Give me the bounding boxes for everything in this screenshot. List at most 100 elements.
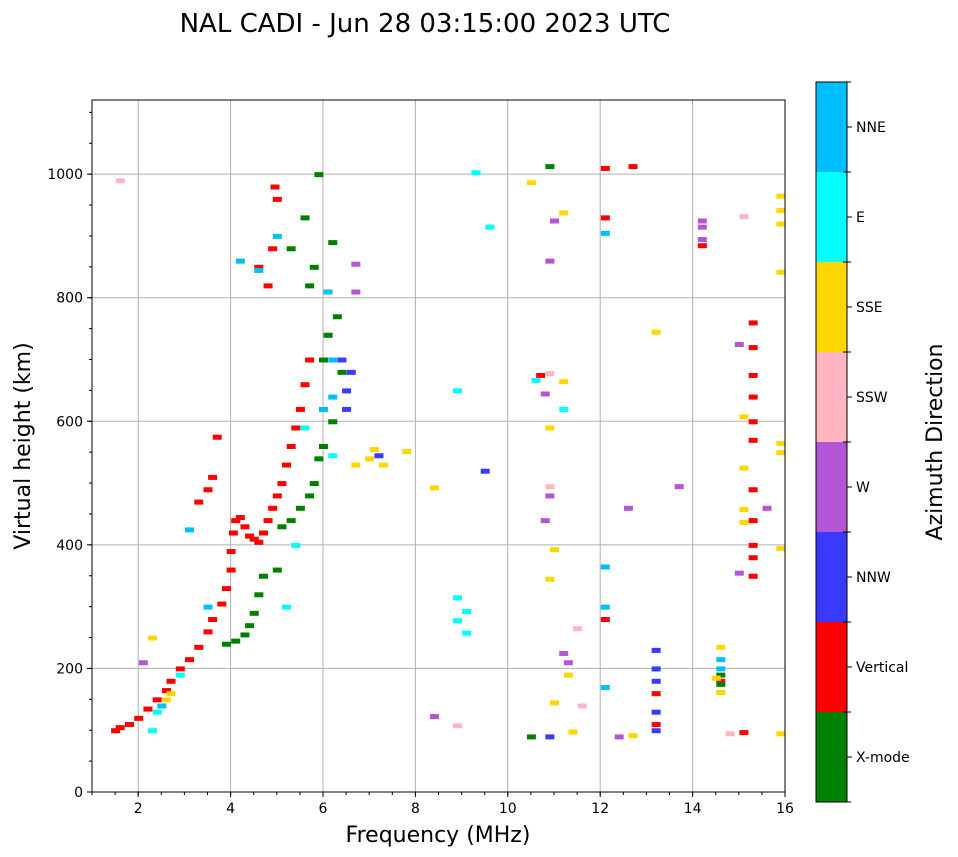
data-point-nne: [272, 233, 282, 239]
data-point-vertical: [221, 586, 231, 592]
data-point-e: [559, 406, 569, 412]
data-point-sse: [776, 440, 786, 446]
y-tick-label: 400: [56, 538, 83, 554]
data-point-x-mode: [526, 734, 536, 740]
data-point-nnw: [651, 728, 661, 734]
data-point-vertical: [748, 394, 758, 400]
colorbar-tick-label: W: [856, 480, 870, 496]
data-point-w: [351, 261, 361, 267]
data-point-x-mode: [545, 164, 555, 170]
data-point-sse: [739, 465, 749, 471]
data-point-e: [485, 224, 495, 230]
x-tick-label: 14: [684, 801, 702, 817]
colorbar-segment: [816, 712, 847, 802]
colorbar-tick-label: X-mode: [856, 750, 910, 766]
data-point-x-mode: [716, 681, 726, 687]
data-point-vertical: [254, 539, 264, 545]
data-point-x-mode: [272, 567, 282, 573]
data-point-e: [282, 604, 292, 610]
data-point-vertical: [716, 678, 726, 684]
data-point-x-mode: [305, 283, 315, 289]
data-point-sse: [351, 462, 361, 468]
data-point-vertical: [748, 487, 758, 493]
data-point-x-mode: [309, 481, 319, 487]
data-point-sse: [776, 207, 786, 213]
data-point-vertical: [277, 481, 287, 487]
data-point-nnw: [651, 647, 661, 653]
data-point-x-mode: [305, 493, 315, 499]
colorbar-segment: [816, 352, 847, 442]
data-point-w: [545, 493, 555, 499]
plot-frame: [91, 99, 786, 793]
data-point-vertical: [111, 728, 121, 734]
data-point-vertical: [536, 372, 546, 378]
data-point-vertical: [235, 515, 245, 521]
data-point-ssw: [725, 731, 735, 737]
data-point-sse: [379, 462, 389, 468]
data-point-e: [462, 608, 472, 614]
colorbar-legend: X-mode Vertical NNW W SSW SSE E NNE: [815, 81, 910, 803]
data-point-sse: [526, 180, 536, 186]
data-point-x-mode: [245, 623, 255, 629]
data-point-x-mode: [286, 246, 296, 252]
x-tick-label: 4: [226, 801, 235, 817]
data-point-nne: [319, 406, 328, 412]
data-point-vertical: [203, 487, 213, 493]
data-point-ssw: [545, 371, 555, 377]
data-point-nnw: [342, 406, 352, 412]
data-point-vertical: [628, 164, 638, 170]
data-point-vertical: [748, 345, 758, 351]
data-point-sse: [550, 547, 559, 553]
data-point-nnw: [346, 369, 356, 375]
data-point-x-mode: [332, 314, 342, 320]
data-point-vertical: [263, 518, 273, 524]
data-point-vertical: [697, 243, 707, 249]
data-point-vertical: [748, 320, 758, 326]
data-point-vertical: [203, 629, 213, 635]
data-point-x-mode: [309, 264, 319, 270]
y-axis-label: Virtual height (km): [11, 342, 36, 549]
data-point-vertical: [263, 283, 273, 289]
data-point-nne: [157, 703, 167, 709]
data-point-e: [452, 618, 462, 624]
data-point-w: [138, 660, 148, 666]
data-point-nne: [716, 657, 726, 663]
data-point-vertical: [249, 536, 259, 542]
data-point-e: [531, 377, 541, 383]
data-point-ssw: [573, 626, 583, 632]
data-point-x-mode: [319, 444, 328, 449]
data-point-sse: [161, 697, 171, 703]
data-point-vertical: [651, 691, 661, 697]
data-point-vertical: [208, 617, 218, 622]
x-tick-label: 10: [499, 801, 517, 817]
data-point-sse: [776, 731, 786, 737]
data-point-sse: [776, 193, 786, 199]
data-point-sse: [166, 691, 176, 697]
data-point-x-mode: [337, 369, 347, 375]
data-point-nnw: [374, 453, 384, 459]
data-point-sse: [365, 456, 375, 462]
data-point-vertical: [240, 524, 250, 530]
data-point-sse: [739, 507, 749, 513]
colorbar-tick-label: SSW: [856, 390, 888, 406]
data-point-sse: [739, 519, 749, 525]
data-point-sse: [545, 425, 555, 431]
data-point-w: [429, 714, 439, 720]
data-point-vertical: [166, 678, 176, 684]
x-tick-label: 6: [319, 801, 328, 817]
data-point-nne: [323, 289, 333, 295]
data-point-x-mode: [221, 641, 231, 647]
data-point-x-mode: [319, 357, 328, 363]
colorbar-segment: [816, 532, 847, 622]
data-point-vertical: [143, 706, 153, 712]
data-point-sse: [651, 329, 661, 335]
data-point-vertical: [208, 474, 218, 480]
data-point-vertical: [600, 165, 610, 171]
data-point-vertical: [245, 533, 255, 539]
data-point-e: [471, 170, 481, 176]
colorbar-tick-label: NNE: [856, 120, 886, 136]
data-point-nne: [600, 230, 610, 236]
data-point-vertical: [228, 530, 238, 536]
data-point-w: [545, 258, 555, 264]
data-point-vertical: [175, 666, 185, 672]
